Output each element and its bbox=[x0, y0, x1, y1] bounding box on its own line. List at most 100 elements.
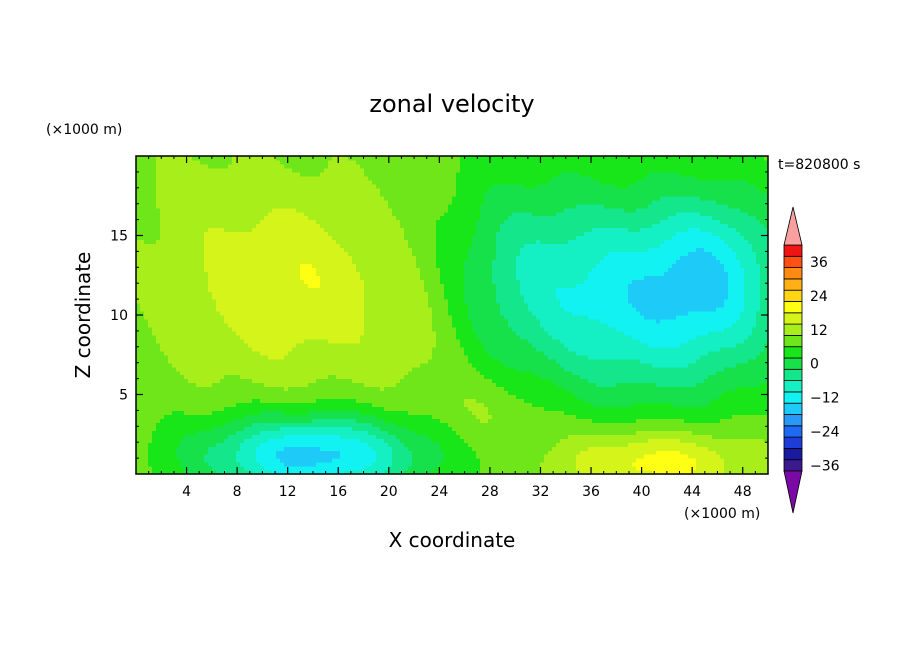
field-cell bbox=[556, 374, 561, 380]
field-cell bbox=[744, 450, 749, 455]
field-cell bbox=[184, 422, 189, 427]
field-cell bbox=[396, 394, 401, 400]
field-cell bbox=[744, 438, 749, 443]
field-cell bbox=[676, 406, 681, 411]
field-cell bbox=[512, 418, 517, 423]
field-cell bbox=[412, 374, 417, 380]
field-cell bbox=[636, 470, 641, 474]
field-cell bbox=[264, 442, 269, 447]
field-cell bbox=[328, 382, 333, 388]
field-cell bbox=[732, 454, 737, 459]
field-cell bbox=[312, 446, 317, 451]
field-cell bbox=[184, 382, 189, 388]
field-cell bbox=[752, 470, 757, 474]
field-cell bbox=[536, 370, 541, 376]
field-cell bbox=[696, 430, 701, 435]
field-cell bbox=[620, 470, 625, 474]
field-cell bbox=[472, 390, 477, 396]
field-cell bbox=[172, 366, 177, 372]
field-cell bbox=[268, 398, 273, 404]
field-cell bbox=[524, 466, 529, 471]
field-cell bbox=[476, 426, 481, 431]
field-cell bbox=[252, 366, 257, 372]
field-cell bbox=[404, 434, 409, 439]
field-cell bbox=[304, 434, 309, 439]
field-cell bbox=[384, 394, 389, 400]
field-cell bbox=[532, 370, 537, 376]
field-cell bbox=[632, 358, 637, 364]
field-cell bbox=[276, 422, 281, 427]
field-cell bbox=[580, 394, 585, 400]
field-cell bbox=[680, 450, 685, 455]
field-cell bbox=[624, 458, 629, 463]
field-cell bbox=[552, 450, 557, 455]
field-cell bbox=[192, 458, 197, 463]
field-cell bbox=[396, 462, 401, 467]
field-cell bbox=[336, 398, 341, 404]
field-cell bbox=[308, 410, 313, 415]
field-cell bbox=[240, 442, 245, 447]
field-cell bbox=[468, 470, 473, 474]
field-cell bbox=[408, 470, 413, 474]
field-cell bbox=[212, 346, 217, 352]
field-cell bbox=[448, 382, 453, 388]
field-cell bbox=[228, 470, 233, 474]
field-cell bbox=[328, 378, 333, 384]
field-cell bbox=[624, 426, 629, 431]
field-cell bbox=[228, 398, 233, 404]
field-cell bbox=[148, 454, 153, 459]
field-cell bbox=[688, 382, 693, 388]
field-cell bbox=[432, 466, 437, 471]
field-cell bbox=[512, 438, 517, 443]
field-cell bbox=[496, 450, 501, 455]
field-cell bbox=[564, 374, 569, 380]
field-cell bbox=[144, 438, 149, 443]
field-cell bbox=[360, 370, 365, 376]
field-cell bbox=[332, 470, 337, 474]
field-cell bbox=[244, 346, 249, 352]
field-cell bbox=[452, 466, 457, 471]
field-cell bbox=[616, 418, 621, 423]
field-cell bbox=[732, 442, 737, 447]
field-cell bbox=[180, 386, 185, 392]
field-cell bbox=[496, 394, 501, 400]
field-cell bbox=[304, 438, 309, 443]
field-cell bbox=[256, 386, 261, 392]
field-cell bbox=[152, 458, 157, 463]
field-cell bbox=[444, 406, 449, 411]
field-cell bbox=[168, 382, 173, 388]
field-cell bbox=[524, 394, 529, 400]
field-cell bbox=[452, 410, 457, 415]
field-cell bbox=[292, 446, 297, 451]
field-cell bbox=[560, 402, 565, 408]
field-cell bbox=[684, 450, 689, 455]
field-cell bbox=[452, 350, 457, 356]
field-cell bbox=[744, 362, 749, 368]
field-cell bbox=[760, 358, 765, 364]
field-cell bbox=[356, 470, 361, 474]
field-cell bbox=[488, 446, 493, 451]
field-cell bbox=[476, 350, 481, 356]
field-cell bbox=[388, 366, 393, 372]
field-cell bbox=[176, 378, 181, 384]
field-cell bbox=[264, 422, 269, 427]
field-cell bbox=[424, 398, 429, 404]
field-cell bbox=[156, 406, 161, 411]
field-cell bbox=[352, 466, 357, 471]
field-cell bbox=[400, 346, 405, 352]
field-cell bbox=[656, 374, 661, 380]
field-cell bbox=[224, 446, 229, 451]
field-cell bbox=[440, 410, 445, 415]
field-cell bbox=[656, 402, 661, 408]
field-cell bbox=[424, 418, 429, 423]
field-cell bbox=[584, 386, 589, 392]
field-cell bbox=[612, 442, 617, 447]
field-cell bbox=[660, 470, 665, 474]
field-cell bbox=[524, 430, 529, 435]
field-cell bbox=[356, 462, 361, 467]
field-cell bbox=[456, 430, 461, 435]
field-cell bbox=[528, 374, 533, 380]
field-cell bbox=[244, 414, 249, 419]
field-cell bbox=[196, 374, 201, 380]
field-cell bbox=[656, 426, 661, 431]
